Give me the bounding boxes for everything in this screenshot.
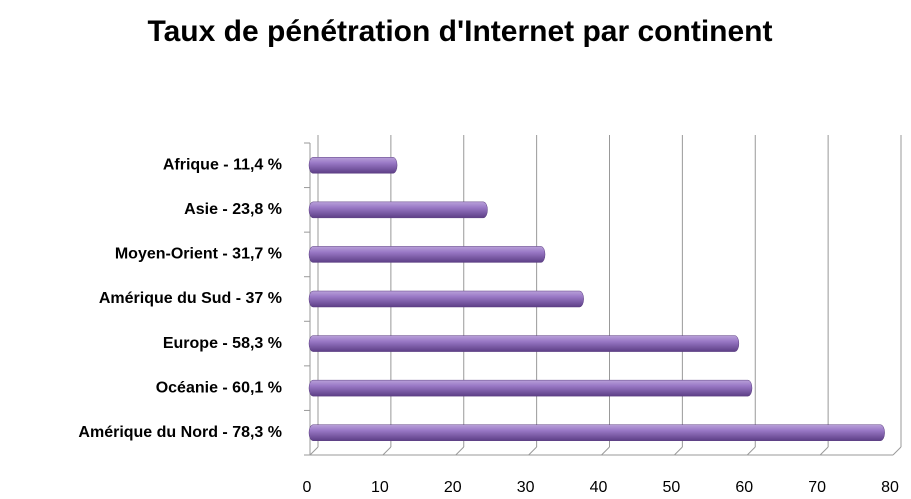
y-tick-label: Afrique - 11,4 %: [163, 157, 282, 174]
x-tick-label: 50: [662, 479, 680, 496]
x-tick: [309, 446, 319, 456]
x-tick: [455, 446, 465, 456]
x-tick-label: 30: [517, 479, 535, 496]
chart-title: Taux de pénétration d'Internet par conti…: [147, 15, 773, 48]
x-tick: [382, 446, 392, 456]
bar: [308, 157, 398, 174]
y-tick-label: Asie - 23,8 %: [184, 201, 282, 218]
x-tick: [674, 446, 683, 456]
x-tick: [819, 446, 829, 456]
x-tick-label: 80: [881, 479, 899, 496]
bar: [308, 335, 740, 352]
bar: [308, 246, 546, 263]
y-tick-label: Océanie - 60,1 %: [156, 379, 282, 396]
x-tick-label: 70: [808, 479, 826, 496]
x-tick-label: 10: [371, 479, 389, 496]
y-tick-label: Amérique du Nord - 78,3 %: [78, 424, 282, 441]
x-tick-label: 0: [303, 479, 312, 496]
x-tick-label: 20: [444, 479, 462, 496]
bar: [308, 290, 584, 308]
y-tick-label: Amérique du Sud - 37 %: [99, 290, 282, 307]
y-tick-label: Europe - 58,3 %: [163, 335, 282, 352]
x-tick-label: 60: [735, 479, 753, 496]
x-tick: [601, 446, 610, 456]
bar: [308, 201, 488, 219]
y-tick-label: Moyen-Orient - 31,7 %: [115, 246, 282, 263]
x-tick: [892, 446, 902, 456]
bar: [308, 424, 885, 441]
bar: [308, 379, 753, 397]
x-tick: [746, 446, 756, 456]
x-tick-label: 40: [590, 479, 608, 496]
x-tick: [528, 446, 537, 456]
